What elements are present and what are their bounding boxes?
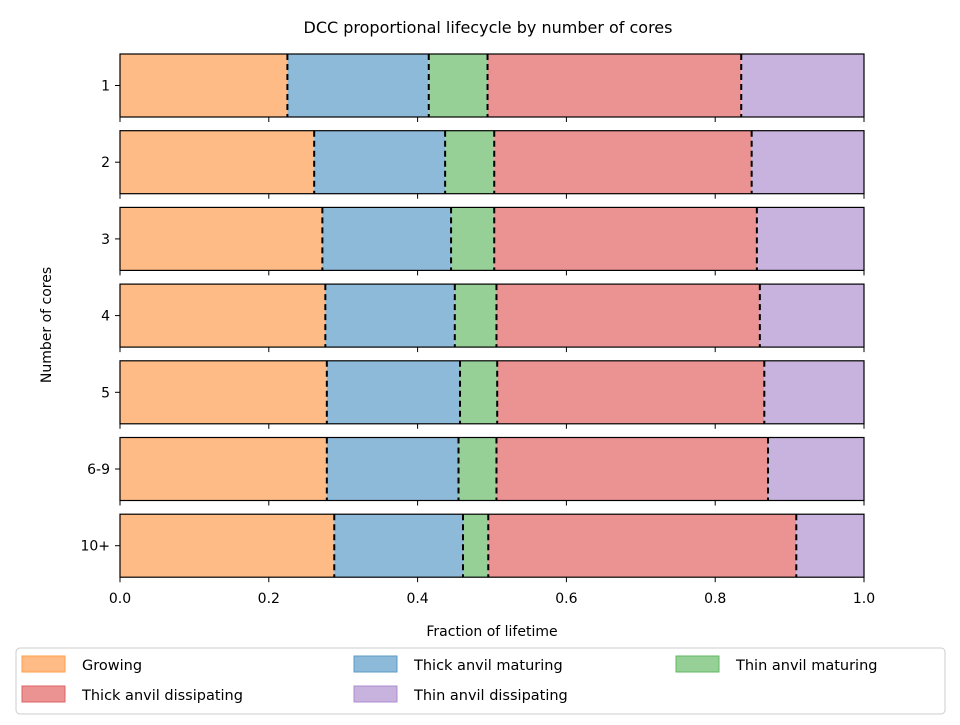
bar-segment (120, 207, 323, 271)
x-tick-label: 0.0 (109, 591, 131, 607)
bar-segment (751, 130, 864, 194)
bar-segment (494, 130, 752, 194)
legend-item: Thin anvil dissipating (353, 685, 568, 704)
x-axis: 0.0 0.2 0.4 0.6 0.8 1.0 (109, 591, 875, 607)
bar-row-4: 4 (101, 283, 865, 353)
bar-segment (458, 437, 497, 501)
bar-segment (796, 514, 864, 578)
bar-row-3: 3 (101, 206, 865, 276)
bar-segment (460, 360, 498, 424)
y-axis-label: Number of cores (39, 267, 55, 383)
bar-segment (497, 360, 765, 424)
legend-swatch (21, 685, 66, 703)
legend-item: Thick anvil maturing (353, 655, 563, 674)
x-tick-label: 0.2 (258, 591, 280, 607)
legend-label: Thin anvil dissipating (413, 688, 568, 704)
legend-swatch (353, 655, 398, 673)
bar-segment (120, 284, 326, 348)
bar-segment (120, 54, 288, 117)
bar-segment (325, 284, 455, 348)
bar-segment (451, 207, 495, 271)
legend-label: Thin anvil maturing (735, 658, 877, 674)
y-tick-label: 10+ (80, 539, 110, 555)
x-axis-label: Fraction of lifetime (426, 624, 557, 640)
bar-segment (454, 284, 497, 348)
y-tick-label: 5 (101, 385, 110, 401)
bar-segment (314, 130, 446, 194)
bar-row-5: 5 (101, 360, 865, 429)
legend-label: Thick anvil maturing (413, 658, 563, 674)
bar-segment (756, 207, 864, 271)
x-tick-label: 0.4 (406, 591, 428, 607)
x-tick-label: 0.8 (704, 591, 726, 607)
bar-segment (462, 514, 489, 578)
y-tick-label: 1 (101, 79, 110, 95)
bar-segment (326, 360, 461, 424)
legend-label: Thick anvil dissipating (81, 688, 243, 704)
bar-segment (768, 437, 864, 501)
bar-segment (496, 437, 769, 501)
y-tick-label: 3 (101, 232, 110, 248)
bar-segment (445, 130, 495, 194)
bar-segment (120, 514, 335, 578)
plot-area: 1 2 3 4 5 6-9 10+ (80, 53, 865, 583)
bar-segment (120, 360, 327, 424)
y-tick-label: 4 (101, 309, 110, 325)
bar-segment (496, 284, 760, 348)
legend-swatch (675, 655, 720, 673)
chart-title: DCC proportional lifecycle by number of … (304, 18, 673, 37)
bar-segment (487, 54, 742, 117)
bar-segment (488, 514, 797, 578)
x-tick-label: 0.6 (555, 591, 577, 607)
y-tick-label: 2 (101, 155, 110, 171)
bar-segment (759, 284, 864, 348)
legend-item: Thick anvil dissipating (21, 685, 243, 704)
bar-segment (741, 54, 864, 117)
bar-segment (322, 207, 452, 271)
bar-row-6-9: 6-9 (87, 436, 865, 506)
bar-segment (287, 54, 429, 117)
bar-row-2: 2 (101, 130, 865, 199)
bar-segment (428, 54, 488, 117)
bar-segment (120, 437, 327, 501)
legend-swatch (21, 655, 66, 673)
legend-item: Growing (21, 655, 142, 674)
bar-row-10+: 10+ (80, 513, 865, 583)
x-tick-label: 1.0 (853, 591, 875, 607)
legend-label: Growing (82, 658, 142, 674)
bar-row-1: 1 (101, 53, 865, 122)
bar-segment (494, 207, 757, 271)
legend: Growing Thick anvil maturing Thin anvil ma… (15, 647, 946, 715)
legend-item: Thin anvil maturing (675, 655, 877, 674)
legend-swatch (353, 685, 398, 703)
y-tick-label: 6-9 (87, 462, 110, 478)
bar-segment (334, 514, 463, 578)
bar-segment (764, 360, 864, 424)
bar-segment (326, 437, 459, 501)
bar-segment (120, 130, 315, 194)
